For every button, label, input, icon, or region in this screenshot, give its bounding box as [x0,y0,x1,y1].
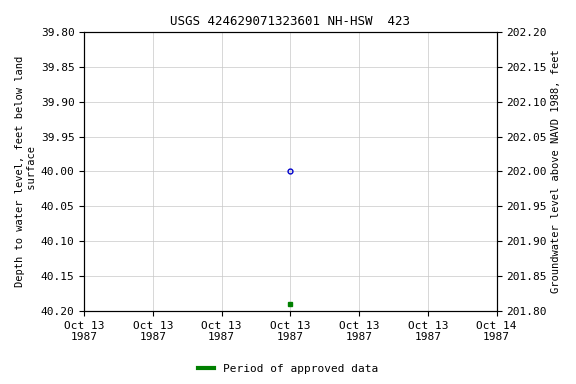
Y-axis label: Groundwater level above NAVD 1988, feet: Groundwater level above NAVD 1988, feet [551,50,561,293]
Legend: Period of approved data: Period of approved data [193,359,383,379]
Y-axis label: Depth to water level, feet below land
 surface: Depth to water level, feet below land su… [15,56,37,287]
Title: USGS 424629071323601 NH-HSW  423: USGS 424629071323601 NH-HSW 423 [170,15,411,28]
